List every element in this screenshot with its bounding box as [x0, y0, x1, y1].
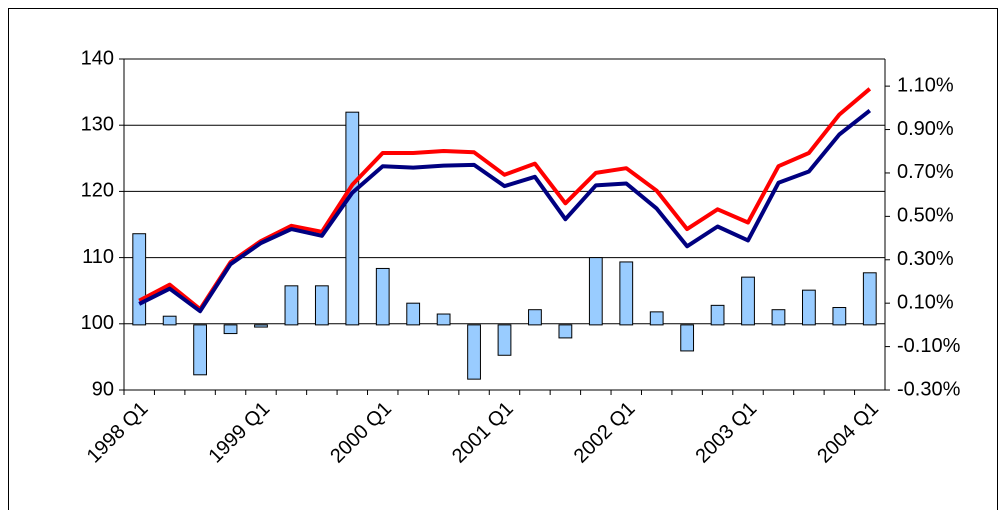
y2-tick-label: 0.10%	[897, 291, 954, 313]
line	[138, 109, 872, 314]
bar	[223, 324, 238, 335]
bar	[254, 324, 268, 328]
y2-tick-label: 0.70%	[897, 161, 954, 183]
y2-tick-label: 0.90%	[897, 118, 954, 140]
y-tick-label: 140	[81, 47, 114, 69]
y2-tick-label: 1.10%	[897, 74, 954, 96]
bar	[375, 267, 390, 326]
chart-border	[8, 8, 998, 510]
x-tick-label: 1999 Q1	[204, 398, 274, 468]
y-tick-label: 120	[81, 180, 114, 202]
x-tick-label: 2004 Q1	[813, 398, 883, 468]
bar	[802, 289, 816, 326]
x-tick-label: 2003 Q1	[691, 398, 761, 468]
x-tick-label: 2002 Q1	[570, 398, 640, 468]
y-tick-label: 100	[81, 312, 114, 334]
bar	[436, 313, 451, 326]
x-tick-label: 2001 Q1	[448, 398, 518, 468]
y2-tick-label: 0.30%	[897, 248, 954, 270]
x-tick-label: 2000 Q1	[326, 398, 396, 468]
bar	[345, 111, 360, 326]
bar	[832, 307, 847, 326]
bar	[862, 272, 877, 326]
bar	[284, 285, 299, 326]
bar	[771, 309, 786, 326]
bar	[162, 315, 177, 326]
line	[138, 87, 872, 312]
y2-tick-label: 0.50%	[897, 205, 954, 227]
y-tick-label: 130	[81, 113, 114, 135]
bar	[588, 257, 603, 326]
bar	[680, 324, 695, 352]
bar	[467, 324, 481, 380]
y-tick-label: 90	[92, 378, 114, 400]
x-tick-label: 1998 Q1	[83, 398, 153, 468]
bar	[619, 261, 634, 326]
bar	[649, 311, 664, 326]
bar	[132, 233, 147, 326]
bar	[193, 324, 207, 376]
bar	[558, 324, 573, 339]
bar	[406, 302, 421, 326]
y2-tick-label: -0.30%	[897, 378, 961, 400]
bar	[314, 285, 329, 326]
bar	[710, 304, 725, 326]
bar	[497, 324, 512, 356]
bar	[741, 276, 755, 326]
bar	[528, 309, 542, 326]
y2-tick-label: -0.10%	[897, 335, 961, 357]
y-tick-label: 110	[82, 246, 114, 268]
